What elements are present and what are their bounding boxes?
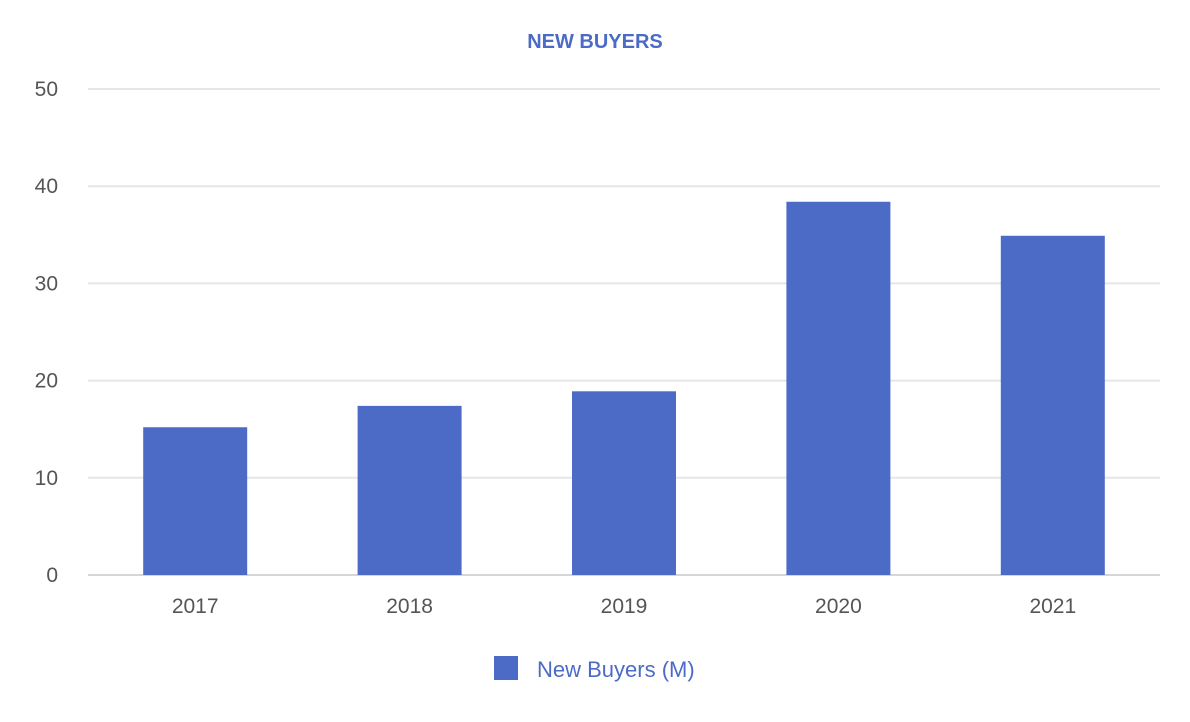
y-tick-label: 0 — [46, 564, 58, 587]
x-tick-label: 2018 — [386, 595, 433, 618]
y-axis-tick-labels: 0 10 20 30 40 50 — [35, 78, 58, 587]
bar-2017 — [143, 427, 248, 575]
legend-swatch — [494, 656, 518, 680]
y-tick-label: 50 — [35, 78, 58, 101]
x-tick-label: 2019 — [601, 595, 648, 618]
x-axis-tick-labels: 2017 2018 2019 2020 2021 — [172, 595, 1076, 618]
legend: New Buyers (M) — [494, 656, 695, 682]
y-tick-label: 20 — [35, 370, 58, 393]
bar-2019 — [572, 391, 676, 575]
x-tick-label: 2020 — [815, 595, 862, 618]
bars — [143, 201, 1105, 575]
y-tick-label: 10 — [35, 467, 58, 490]
legend-label: New Buyers (M) — [537, 657, 695, 682]
y-tick-label: 30 — [35, 272, 58, 295]
bar-2018 — [357, 405, 462, 575]
chart-title: NEW BUYERS — [527, 31, 663, 53]
y-tick-label: 40 — [35, 175, 58, 198]
x-tick-label: 2021 — [1029, 595, 1076, 618]
bar-2021 — [1000, 235, 1105, 575]
x-tick-label: 2017 — [172, 595, 219, 618]
gridlines — [88, 88, 1160, 576]
bar-2020 — [786, 201, 891, 575]
